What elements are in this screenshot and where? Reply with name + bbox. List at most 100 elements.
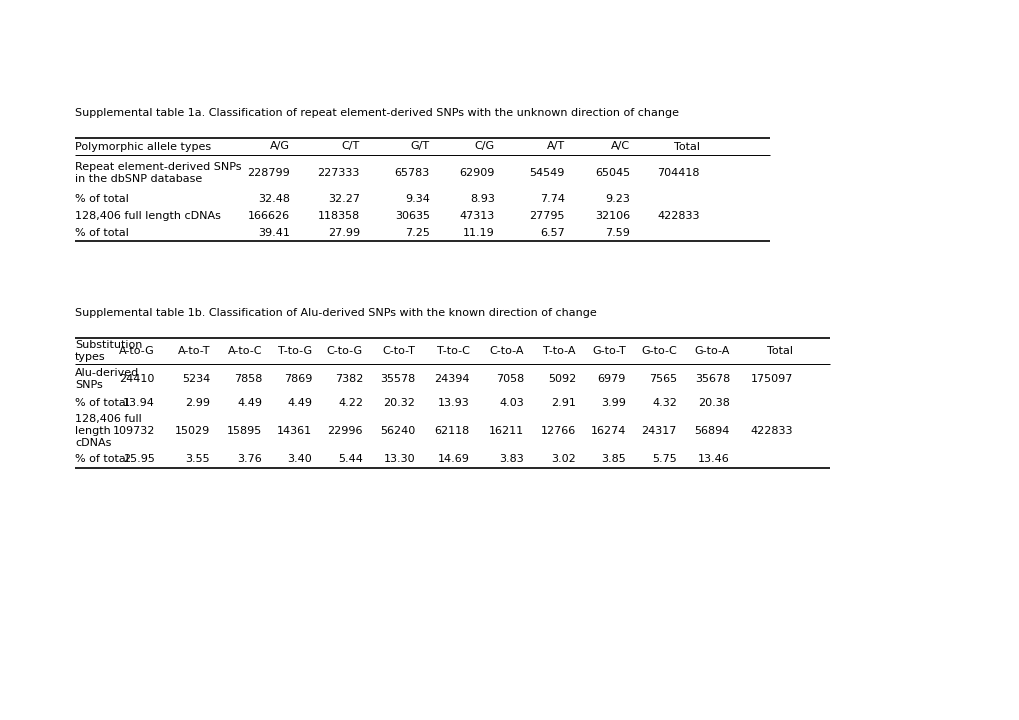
Text: 11.19: 11.19 xyxy=(463,228,494,238)
Text: Repeat element-derived SNPs
in the dbSNP database: Repeat element-derived SNPs in the dbSNP… xyxy=(75,161,242,184)
Text: 228799: 228799 xyxy=(247,168,289,178)
Text: 3.76: 3.76 xyxy=(237,454,262,464)
Text: 14.69: 14.69 xyxy=(438,454,470,464)
Text: G-to-A: G-to-A xyxy=(694,346,730,356)
Text: 32106: 32106 xyxy=(594,211,630,221)
Text: A/C: A/C xyxy=(610,142,630,151)
Text: G-to-C: G-to-C xyxy=(641,346,677,356)
Text: 24394: 24394 xyxy=(434,374,470,384)
Text: 7382: 7382 xyxy=(334,374,363,384)
Text: 4.49: 4.49 xyxy=(286,398,312,408)
Text: 13.30: 13.30 xyxy=(383,454,415,464)
Text: 20.38: 20.38 xyxy=(697,398,730,408)
Text: 5.75: 5.75 xyxy=(651,454,677,464)
Text: 3.85: 3.85 xyxy=(600,454,626,464)
Text: 56240: 56240 xyxy=(379,426,415,436)
Text: 65783: 65783 xyxy=(394,168,430,178)
Text: 166626: 166626 xyxy=(248,211,289,221)
Text: Alu-derived
SNPs: Alu-derived SNPs xyxy=(75,368,140,390)
Text: 22996: 22996 xyxy=(327,426,363,436)
Text: 35578: 35578 xyxy=(379,374,415,384)
Text: 7.25: 7.25 xyxy=(405,228,430,238)
Text: 20.32: 20.32 xyxy=(383,398,415,408)
Text: 118358: 118358 xyxy=(318,211,360,221)
Text: 47313: 47313 xyxy=(460,211,494,221)
Text: 6.57: 6.57 xyxy=(540,228,565,238)
Text: C-to-A: C-to-A xyxy=(489,346,524,356)
Text: 14361: 14361 xyxy=(276,426,312,436)
Text: 9.34: 9.34 xyxy=(405,194,430,204)
Text: % of total: % of total xyxy=(75,454,128,464)
Text: C/T: C/T xyxy=(341,142,360,151)
Text: 13.93: 13.93 xyxy=(438,398,470,408)
Text: 5092: 5092 xyxy=(547,374,576,384)
Text: 2.99: 2.99 xyxy=(184,398,210,408)
Text: 27795: 27795 xyxy=(529,211,565,221)
Text: 16274: 16274 xyxy=(590,426,626,436)
Text: 7058: 7058 xyxy=(495,374,524,384)
Text: 13.46: 13.46 xyxy=(698,454,730,464)
Text: 7869: 7869 xyxy=(283,374,312,384)
Text: 13.94: 13.94 xyxy=(123,398,155,408)
Text: 422833: 422833 xyxy=(750,426,792,436)
Text: 32.27: 32.27 xyxy=(328,194,360,204)
Text: 7565: 7565 xyxy=(648,374,677,384)
Text: Polymorphic allele types: Polymorphic allele types xyxy=(75,142,211,151)
Text: A-to-T: A-to-T xyxy=(177,346,210,356)
Text: 109732: 109732 xyxy=(112,426,155,436)
Text: 15895: 15895 xyxy=(226,426,262,436)
Text: 4.03: 4.03 xyxy=(498,398,524,408)
Text: Supplemental table 1b. Classification of Alu-derived SNPs with the known directi: Supplemental table 1b. Classification of… xyxy=(75,308,596,318)
Text: G/T: G/T xyxy=(411,142,430,151)
Text: % of total: % of total xyxy=(75,228,128,238)
Text: 2.91: 2.91 xyxy=(550,398,576,408)
Text: 175097: 175097 xyxy=(750,374,792,384)
Text: 7.59: 7.59 xyxy=(604,228,630,238)
Text: 12766: 12766 xyxy=(540,426,576,436)
Text: 24410: 24410 xyxy=(119,374,155,384)
Text: 3.83: 3.83 xyxy=(498,454,524,464)
Text: Total: Total xyxy=(766,346,792,356)
Text: 16211: 16211 xyxy=(488,426,524,436)
Text: 9.23: 9.23 xyxy=(604,194,630,204)
Text: Supplemental table 1a. Classification of repeat element-derived SNPs with the un: Supplemental table 1a. Classification of… xyxy=(75,108,679,118)
Text: 7858: 7858 xyxy=(233,374,262,384)
Text: 27.99: 27.99 xyxy=(327,228,360,238)
Text: 5.44: 5.44 xyxy=(337,454,363,464)
Text: 62118: 62118 xyxy=(434,426,470,436)
Text: 3.55: 3.55 xyxy=(185,454,210,464)
Text: 24317: 24317 xyxy=(641,426,677,436)
Text: 56894: 56894 xyxy=(694,426,730,436)
Text: C/G: C/G xyxy=(475,142,494,151)
Text: 8.93: 8.93 xyxy=(470,194,494,204)
Text: 3.99: 3.99 xyxy=(600,398,626,408)
Text: 35678: 35678 xyxy=(694,374,730,384)
Text: Total: Total xyxy=(674,142,699,151)
Text: G-to-T: G-to-T xyxy=(592,346,626,356)
Text: T-to-A: T-to-A xyxy=(543,346,576,356)
Text: C-to-T: C-to-T xyxy=(382,346,415,356)
Text: T-to-C: T-to-C xyxy=(437,346,470,356)
Text: % of total: % of total xyxy=(75,194,128,204)
Text: 25.95: 25.95 xyxy=(123,454,155,464)
Text: 30635: 30635 xyxy=(394,211,430,221)
Text: 15029: 15029 xyxy=(174,426,210,436)
Text: 65045: 65045 xyxy=(594,168,630,178)
Text: 704418: 704418 xyxy=(657,168,699,178)
Text: 32.48: 32.48 xyxy=(258,194,289,204)
Text: 422833: 422833 xyxy=(657,211,699,221)
Text: 39.41: 39.41 xyxy=(258,228,289,238)
Text: 128,406 full length cDNAs: 128,406 full length cDNAs xyxy=(75,211,221,221)
Text: Substitution
types: Substitution types xyxy=(75,340,143,361)
Text: A-to-C: A-to-C xyxy=(227,346,262,356)
Text: 3.40: 3.40 xyxy=(287,454,312,464)
Text: 4.22: 4.22 xyxy=(337,398,363,408)
Text: 54549: 54549 xyxy=(529,168,565,178)
Text: C-to-G: C-to-G xyxy=(326,346,363,356)
Text: A/G: A/G xyxy=(270,142,289,151)
Text: 4.49: 4.49 xyxy=(236,398,262,408)
Text: A/T: A/T xyxy=(546,142,565,151)
Text: A-to-G: A-to-G xyxy=(119,346,155,356)
Text: 4.32: 4.32 xyxy=(651,398,677,408)
Text: 227333: 227333 xyxy=(317,168,360,178)
